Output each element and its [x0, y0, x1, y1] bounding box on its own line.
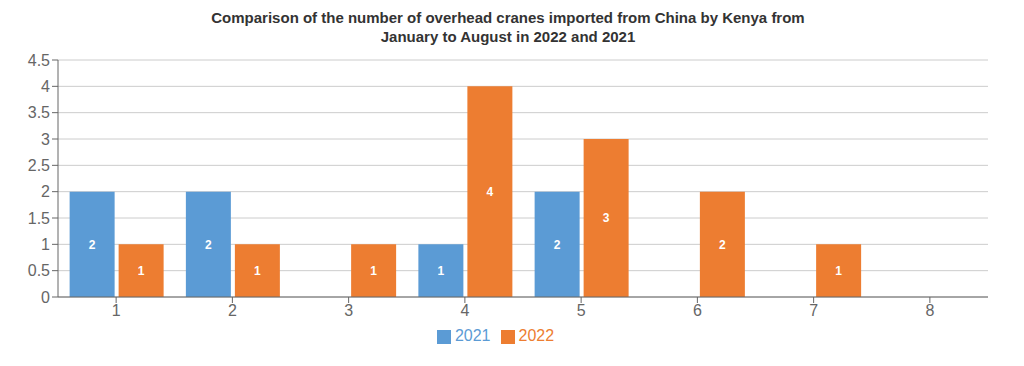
- svg-text:1.5: 1.5: [28, 210, 50, 227]
- svg-text:2: 2: [554, 238, 561, 252]
- svg-text:1: 1: [138, 264, 145, 278]
- svg-text:3: 3: [344, 302, 353, 319]
- svg-text:1: 1: [41, 236, 50, 253]
- html-text:Comparison of the number of ov: Comparison of the number of overhead cra…: [211, 9, 805, 26]
- svg-text:0: 0: [41, 289, 50, 306]
- svg-text:1: 1: [112, 302, 121, 319]
- svg-text:2: 2: [41, 183, 50, 200]
- svg-text:2: 2: [228, 302, 237, 319]
- html-text:2021: 2021: [454, 327, 491, 344]
- svg-text:4: 4: [41, 78, 50, 95]
- html-text:January to August in 2022 and: January to August in 2022 and 2021: [380, 28, 636, 45]
- svg-text:4.5: 4.5: [28, 52, 50, 69]
- svg-text:2.5: 2.5: [28, 157, 50, 174]
- svg-text:7: 7: [809, 302, 818, 319]
- svg-text:4: 4: [487, 185, 494, 199]
- svg-text:2: 2: [719, 238, 726, 252]
- svg-text:8: 8: [925, 302, 934, 319]
- svg-text:0.5: 0.5: [28, 262, 50, 279]
- svg-text:3: 3: [41, 131, 50, 148]
- svg-text:1: 1: [254, 264, 261, 278]
- svg-text:5: 5: [577, 302, 586, 319]
- svg-text:3.5: 3.5: [28, 104, 50, 121]
- svg-text:6: 6: [693, 302, 702, 319]
- svg-text:1: 1: [370, 264, 377, 278]
- svg-text:4: 4: [460, 302, 469, 319]
- svg-text:2: 2: [205, 238, 212, 252]
- svg-text:2: 2: [89, 238, 96, 252]
- svg-text:1: 1: [438, 264, 445, 278]
- svg-text:1: 1: [835, 264, 842, 278]
- html-text:2022: 2022: [518, 327, 555, 344]
- svg-text:3: 3: [603, 211, 610, 225]
